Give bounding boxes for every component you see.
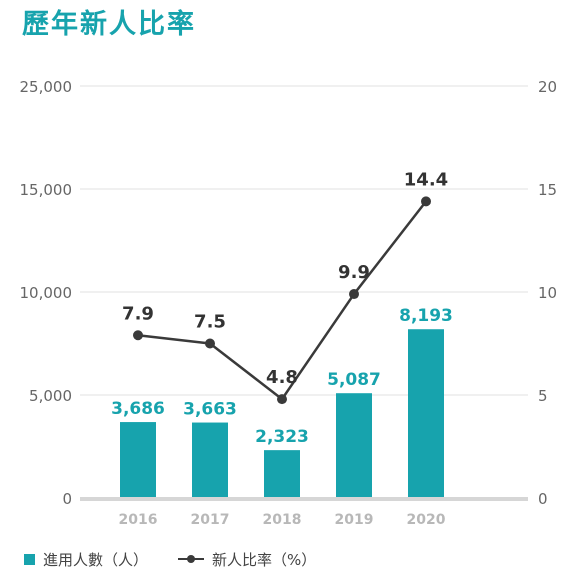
bar-value-label: 2,323 bbox=[255, 427, 309, 447]
ratio-value-label: 4.8 bbox=[266, 367, 298, 388]
legend-bar-label: 進用人數（人） bbox=[43, 550, 149, 569]
bar-series: 3,686 3,663 2,323 5,087 8,193 bbox=[111, 306, 453, 498]
y-left-tick-label: 5,000 bbox=[29, 387, 72, 405]
y-right-tick-label: 20 bbox=[538, 78, 557, 96]
y-left-tick-label: 25,000 bbox=[20, 78, 73, 96]
legend-item-bar: 進用人數（人） bbox=[24, 549, 148, 570]
y-left-tick-label: 15,000 bbox=[20, 181, 73, 199]
bar bbox=[192, 422, 228, 498]
y-left-tick-label: 0 bbox=[62, 490, 72, 508]
x-tick-label: 2020 bbox=[407, 512, 446, 528]
axes: 0 5,000 10,000 15,000 25,000 0 5 10 15 20 2016 2017… bbox=[20, 78, 558, 528]
grid-lines bbox=[80, 85, 528, 396]
ratio-point bbox=[277, 394, 287, 405]
bar-value-label: 8,193 bbox=[399, 306, 453, 326]
legend-line-label: 新人比率（%） bbox=[212, 550, 317, 569]
x-tick-label: 2016 bbox=[119, 512, 158, 528]
y-left-tick-label: 10,000 bbox=[20, 284, 73, 302]
line-series: 7.9 7.5 4.8 9.9 14.4 bbox=[122, 169, 448, 405]
x-tick-label: 2018 bbox=[263, 512, 302, 528]
legend-bar-swatch bbox=[24, 553, 35, 565]
bar-value-label: 3,686 bbox=[111, 399, 165, 419]
ratio-value-label: 14.4 bbox=[404, 169, 448, 190]
ratio-point bbox=[349, 289, 359, 300]
chart-title: 歷年新人比率 bbox=[22, 9, 196, 40]
x-axis-baseline bbox=[80, 497, 528, 501]
legend-line-swatch bbox=[178, 553, 205, 565]
y-right-tick-label: 15 bbox=[538, 181, 557, 199]
y-right-tick-label: 10 bbox=[538, 284, 557, 302]
y-right-tick-label: 0 bbox=[538, 490, 548, 508]
ratio-value-label: 9.9 bbox=[338, 262, 370, 283]
y-right-tick-label: 5 bbox=[538, 387, 548, 405]
bar-value-label: 3,663 bbox=[183, 400, 237, 420]
bar-value-label: 5,087 bbox=[327, 370, 381, 390]
bar bbox=[336, 393, 372, 498]
ratio-value-label: 7.9 bbox=[122, 303, 154, 324]
bar bbox=[120, 422, 156, 498]
ratio-point bbox=[421, 196, 431, 207]
ratio-point bbox=[133, 330, 143, 341]
ratio-point bbox=[205, 338, 215, 349]
ratio-value-label: 7.5 bbox=[194, 312, 226, 333]
legend: 進用人數（人） 新人比率（%） bbox=[24, 548, 346, 570]
bar bbox=[264, 450, 300, 498]
bar bbox=[408, 329, 444, 498]
legend-item-line: 新人比率（%） bbox=[178, 549, 316, 570]
x-tick-label: 2019 bbox=[335, 512, 374, 528]
x-tick-label: 2017 bbox=[191, 512, 230, 528]
